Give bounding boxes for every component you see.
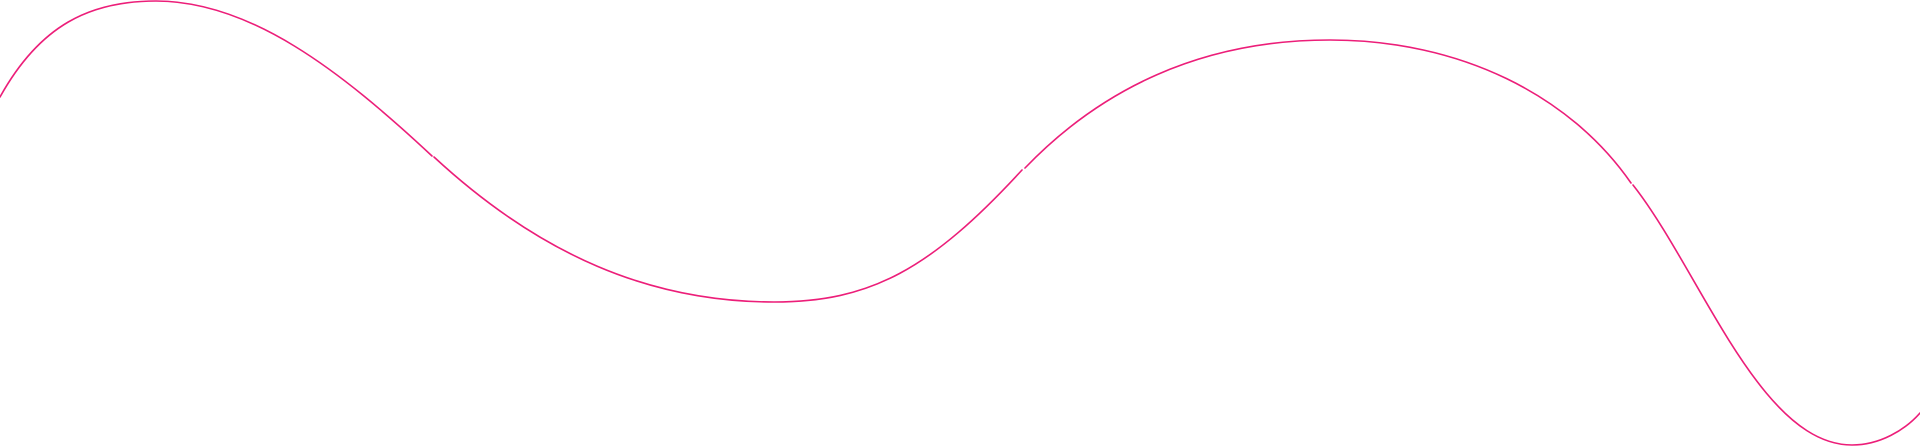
wave-segment-2 — [433, 156, 1023, 303]
wave-segment-3 — [1024, 39, 1632, 184]
wave-segment-1 — [0, 0, 433, 157]
wave-segment-4 — [1632, 184, 1920, 446]
